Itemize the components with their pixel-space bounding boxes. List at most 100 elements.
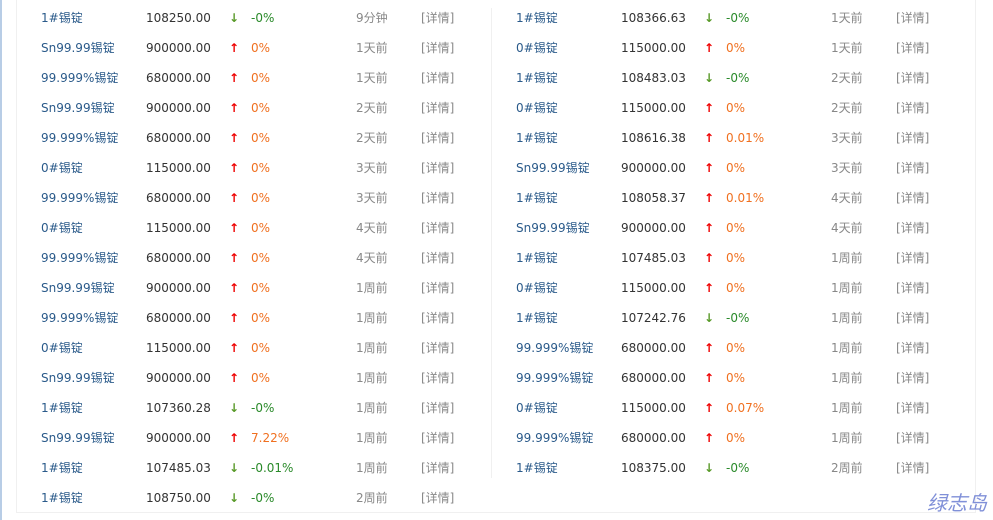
product-name-link[interactable]: Sn99.99锡锭 [516, 221, 590, 235]
detail-link[interactable]: [详情] [896, 131, 930, 145]
detail-link[interactable]: [详情] [421, 41, 455, 55]
detail-link[interactable]: [详情] [896, 11, 930, 25]
change-percent: 0.01% [726, 191, 765, 205]
detail-link[interactable]: [详情] [896, 191, 930, 205]
detail-link[interactable]: [详情] [896, 401, 930, 415]
detail-link[interactable]: [详情] [896, 101, 930, 115]
detail-link[interactable]: [详情] [421, 101, 455, 115]
time-ago: 3天前 [356, 161, 388, 175]
detail-link[interactable]: [详情] [421, 11, 455, 25]
detail-link[interactable]: [详情] [896, 341, 930, 355]
product-name-link[interactable]: Sn99.99锡锭 [516, 161, 590, 175]
price: 680000.00 [146, 131, 211, 145]
detail-link[interactable]: [详情] [421, 161, 455, 175]
product-name-link[interactable]: Sn99.99锡锭 [41, 431, 115, 445]
change-percent: -0.01% [251, 461, 294, 475]
detail-link[interactable]: [详情] [421, 221, 455, 235]
detail-link[interactable]: [详情] [896, 251, 930, 265]
product-name-link[interactable]: 0#锡锭 [41, 161, 83, 175]
price: 108616.38 [621, 131, 686, 145]
product-name-link[interactable]: 99.999%锡锭 [41, 191, 119, 205]
price: 108750.00 [146, 491, 211, 505]
arrow-up-icon: ↑ [229, 131, 240, 145]
arrow-up-icon: ↑ [229, 191, 240, 205]
product-name-link[interactable]: 0#锡锭 [516, 41, 558, 55]
product-name-link[interactable]: 1#锡锭 [516, 311, 558, 325]
detail-link[interactable]: [详情] [421, 491, 455, 505]
detail-link[interactable]: [详情] [896, 461, 930, 475]
detail-link[interactable]: [详情] [896, 41, 930, 55]
detail-link[interactable]: [详情] [421, 281, 455, 295]
detail-link[interactable]: [详情] [896, 161, 930, 175]
change-percent: 0% [726, 101, 746, 115]
price: 900000.00 [146, 41, 211, 55]
arrow-down-icon: ↓ [229, 461, 240, 475]
time-ago: 1周前 [356, 401, 388, 415]
detail-link[interactable]: [详情] [421, 371, 455, 385]
detail-link[interactable]: [详情] [896, 221, 930, 235]
product-name-link[interactable]: 0#锡锭 [516, 101, 558, 115]
detail-link[interactable]: [详情] [421, 71, 455, 85]
change-percent: 0% [251, 101, 271, 115]
price: 107242.76 [621, 311, 686, 325]
detail-link[interactable]: [详情] [896, 71, 930, 85]
price-list-panel [16, 0, 976, 513]
arrow-up-icon: ↑ [704, 431, 715, 445]
detail-link[interactable]: [详情] [421, 341, 455, 355]
product-name-link[interactable]: 1#锡锭 [516, 251, 558, 265]
product-name-link[interactable]: Sn99.99锡锭 [41, 41, 115, 55]
product-name-link[interactable]: 1#锡锭 [516, 131, 558, 145]
product-name-link[interactable]: 1#锡锭 [516, 71, 558, 85]
price: 900000.00 [146, 371, 211, 385]
detail-link[interactable]: [详情] [896, 431, 930, 445]
product-name-link[interactable]: 99.999%锡锭 [516, 431, 594, 445]
detail-link[interactable]: [详情] [896, 281, 930, 295]
product-name-link[interactable]: 1#锡锭 [41, 401, 83, 415]
product-name-link[interactable]: 1#锡锭 [516, 461, 558, 475]
product-name-link[interactable]: 99.999%锡锭 [41, 251, 119, 265]
change-percent: 0% [251, 221, 271, 235]
detail-link[interactable]: [详情] [896, 311, 930, 325]
product-name-link[interactable]: Sn99.99锡锭 [41, 281, 115, 295]
detail-link[interactable]: [详情] [421, 401, 455, 415]
time-ago: 1周前 [831, 431, 863, 445]
detail-link[interactable]: [详情] [421, 431, 455, 445]
time-ago: 1天前 [356, 71, 388, 85]
arrow-up-icon: ↑ [229, 371, 240, 385]
change-percent: 0.01% [726, 131, 765, 145]
arrow-up-icon: ↑ [229, 251, 240, 265]
price: 680000.00 [146, 71, 211, 85]
price: 900000.00 [146, 431, 211, 445]
product-name-link[interactable]: 1#锡锭 [41, 461, 83, 475]
product-name-link[interactable]: 99.999%锡锭 [41, 131, 119, 145]
detail-link[interactable]: [详情] [421, 131, 455, 145]
detail-link[interactable]: [详情] [421, 461, 455, 475]
product-name-link[interactable]: 0#锡锭 [516, 401, 558, 415]
product-name-link[interactable]: Sn99.99锡锭 [41, 371, 115, 385]
product-name-link[interactable]: 1#锡锭 [516, 11, 558, 25]
product-name-link[interactable]: 1#锡锭 [41, 11, 83, 25]
product-name-link[interactable]: Sn99.99锡锭 [41, 101, 115, 115]
detail-link[interactable]: [详情] [421, 311, 455, 325]
product-name-link[interactable]: 99.999%锡锭 [41, 71, 119, 85]
product-name-link[interactable]: 0#锡锭 [41, 341, 83, 355]
product-name-link[interactable]: 99.999%锡锭 [516, 341, 594, 355]
price: 900000.00 [621, 161, 686, 175]
detail-link[interactable]: [详情] [421, 191, 455, 205]
change-percent: 0% [251, 71, 271, 85]
time-ago: 2天前 [356, 131, 388, 145]
detail-link[interactable]: [详情] [896, 371, 930, 385]
product-name-link[interactable]: 0#锡锭 [516, 281, 558, 295]
time-ago: 9分钟 [356, 11, 388, 25]
product-name-link[interactable]: 0#锡锭 [41, 221, 83, 235]
product-name-link[interactable]: 99.999%锡锭 [41, 311, 119, 325]
detail-link[interactable]: [详情] [421, 251, 455, 265]
product-name-link[interactable]: 99.999%锡锭 [516, 371, 594, 385]
change-percent: 0% [726, 431, 746, 445]
arrow-up-icon: ↑ [229, 71, 240, 85]
arrow-down-icon: ↓ [704, 11, 715, 25]
time-ago: 2天前 [831, 71, 863, 85]
product-name-link[interactable]: 1#锡锭 [516, 191, 558, 205]
price: 108366.63 [621, 11, 686, 25]
product-name-link[interactable]: 1#锡锭 [41, 491, 83, 505]
